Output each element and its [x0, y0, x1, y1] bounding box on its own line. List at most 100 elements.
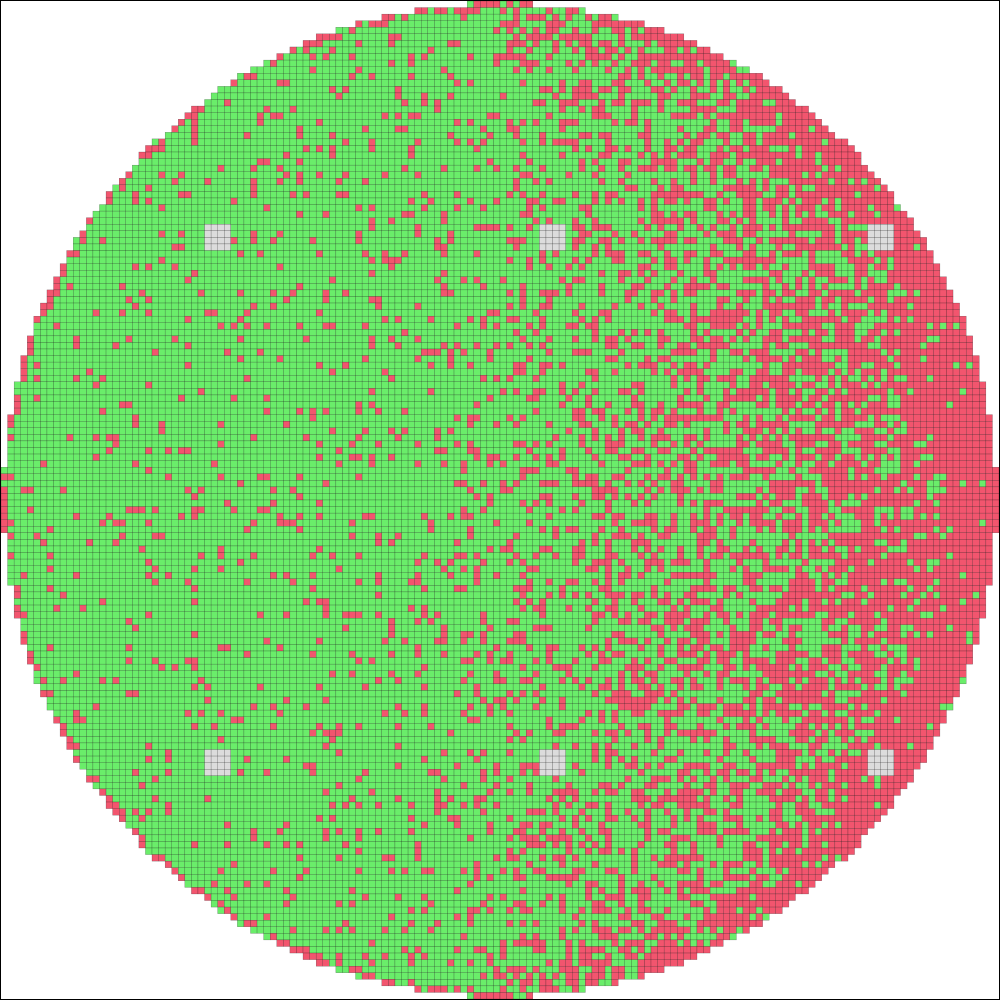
die-fail	[618, 250, 625, 258]
die-pass	[637, 191, 645, 199]
die-reference	[217, 230, 225, 238]
die-fail	[434, 7, 442, 15]
die-fail	[828, 151, 836, 159]
die-fail	[696, 132, 704, 140]
die-pass	[460, 250, 468, 258]
die-fail	[591, 105, 599, 113]
die-pass	[447, 224, 455, 231]
die-pass	[276, 138, 284, 146]
die-pass	[329, 178, 337, 186]
die-pass	[526, 53, 534, 61]
die-fail	[828, 315, 836, 323]
die-pass	[618, 296, 625, 304]
die-pass	[151, 289, 159, 297]
die-pass	[381, 243, 389, 251]
die-fail	[545, 20, 553, 28]
die-pass	[506, 230, 514, 238]
die-fail	[611, 59, 619, 67]
die-fail	[565, 99, 573, 107]
die-fail	[302, 145, 310, 153]
die-pass	[296, 243, 304, 251]
die-pass	[493, 256, 501, 264]
die-pass	[841, 243, 849, 251]
die-pass	[558, 112, 566, 120]
die-pass	[801, 256, 809, 264]
die-pass	[696, 237, 704, 245]
die-pass	[184, 178, 192, 186]
die-pass	[558, 7, 566, 15]
die-pass	[164, 145, 172, 153]
die-pass	[355, 217, 363, 225]
die-pass	[171, 164, 179, 172]
die-pass	[519, 112, 527, 120]
die-pass	[460, 164, 468, 172]
die-pass	[138, 178, 146, 186]
die-pass	[407, 132, 415, 140]
die-pass	[322, 263, 330, 271]
die-pass	[434, 27, 442, 35]
die-fail	[860, 171, 868, 179]
die-pass	[453, 158, 461, 166]
die-fail	[355, 66, 363, 74]
die-fail	[572, 99, 579, 107]
die-pass	[361, 217, 369, 225]
die-pass	[302, 99, 310, 107]
die-fail	[145, 184, 153, 192]
die-pass	[558, 204, 566, 212]
die-pass	[283, 59, 291, 67]
die-pass	[486, 125, 494, 133]
die-fail	[460, 276, 468, 284]
die-pass	[184, 204, 192, 212]
die-pass	[631, 210, 639, 218]
die-pass	[276, 270, 284, 277]
die-reference	[887, 224, 895, 231]
die-pass	[499, 119, 507, 126]
die-pass	[388, 237, 396, 245]
die-pass	[539, 158, 547, 166]
die-pass	[184, 309, 192, 317]
die-pass	[237, 210, 245, 218]
die-pass	[578, 73, 586, 80]
die-pass	[401, 145, 409, 153]
die-reference	[539, 243, 547, 251]
die-pass	[453, 132, 461, 140]
die-pass	[696, 309, 704, 317]
die-pass	[683, 224, 691, 231]
die-fail	[920, 256, 927, 264]
die-fail	[736, 105, 744, 113]
die-fail	[775, 184, 783, 192]
die-fail	[749, 112, 757, 120]
die-pass	[611, 112, 619, 120]
die-pass	[368, 59, 376, 67]
die-pass	[309, 105, 317, 113]
die-pass	[591, 178, 599, 186]
die-pass	[388, 132, 396, 140]
die-pass	[197, 256, 205, 264]
die-fail	[558, 151, 566, 159]
die-pass	[755, 217, 763, 225]
die-pass	[644, 197, 652, 205]
die-fail	[407, 145, 415, 153]
die-pass	[670, 119, 678, 126]
die-pass	[237, 86, 245, 94]
die-pass	[263, 296, 271, 304]
die-pass	[493, 184, 501, 192]
die-fail	[598, 13, 606, 21]
die-fail	[913, 296, 921, 304]
die-pass	[309, 145, 317, 153]
die-pass	[572, 270, 579, 277]
die-pass	[217, 296, 225, 304]
die-pass	[164, 224, 172, 231]
die-fail	[860, 217, 868, 225]
die-pass	[407, 184, 415, 192]
die-fail	[650, 289, 658, 297]
die-pass	[473, 197, 481, 205]
die-fail	[631, 230, 639, 238]
die-pass	[361, 151, 369, 159]
die-pass	[92, 230, 100, 238]
die-fail	[315, 171, 323, 179]
die-pass	[329, 204, 337, 212]
die-pass	[105, 309, 113, 317]
die-pass	[302, 217, 310, 225]
die-pass	[440, 230, 448, 238]
